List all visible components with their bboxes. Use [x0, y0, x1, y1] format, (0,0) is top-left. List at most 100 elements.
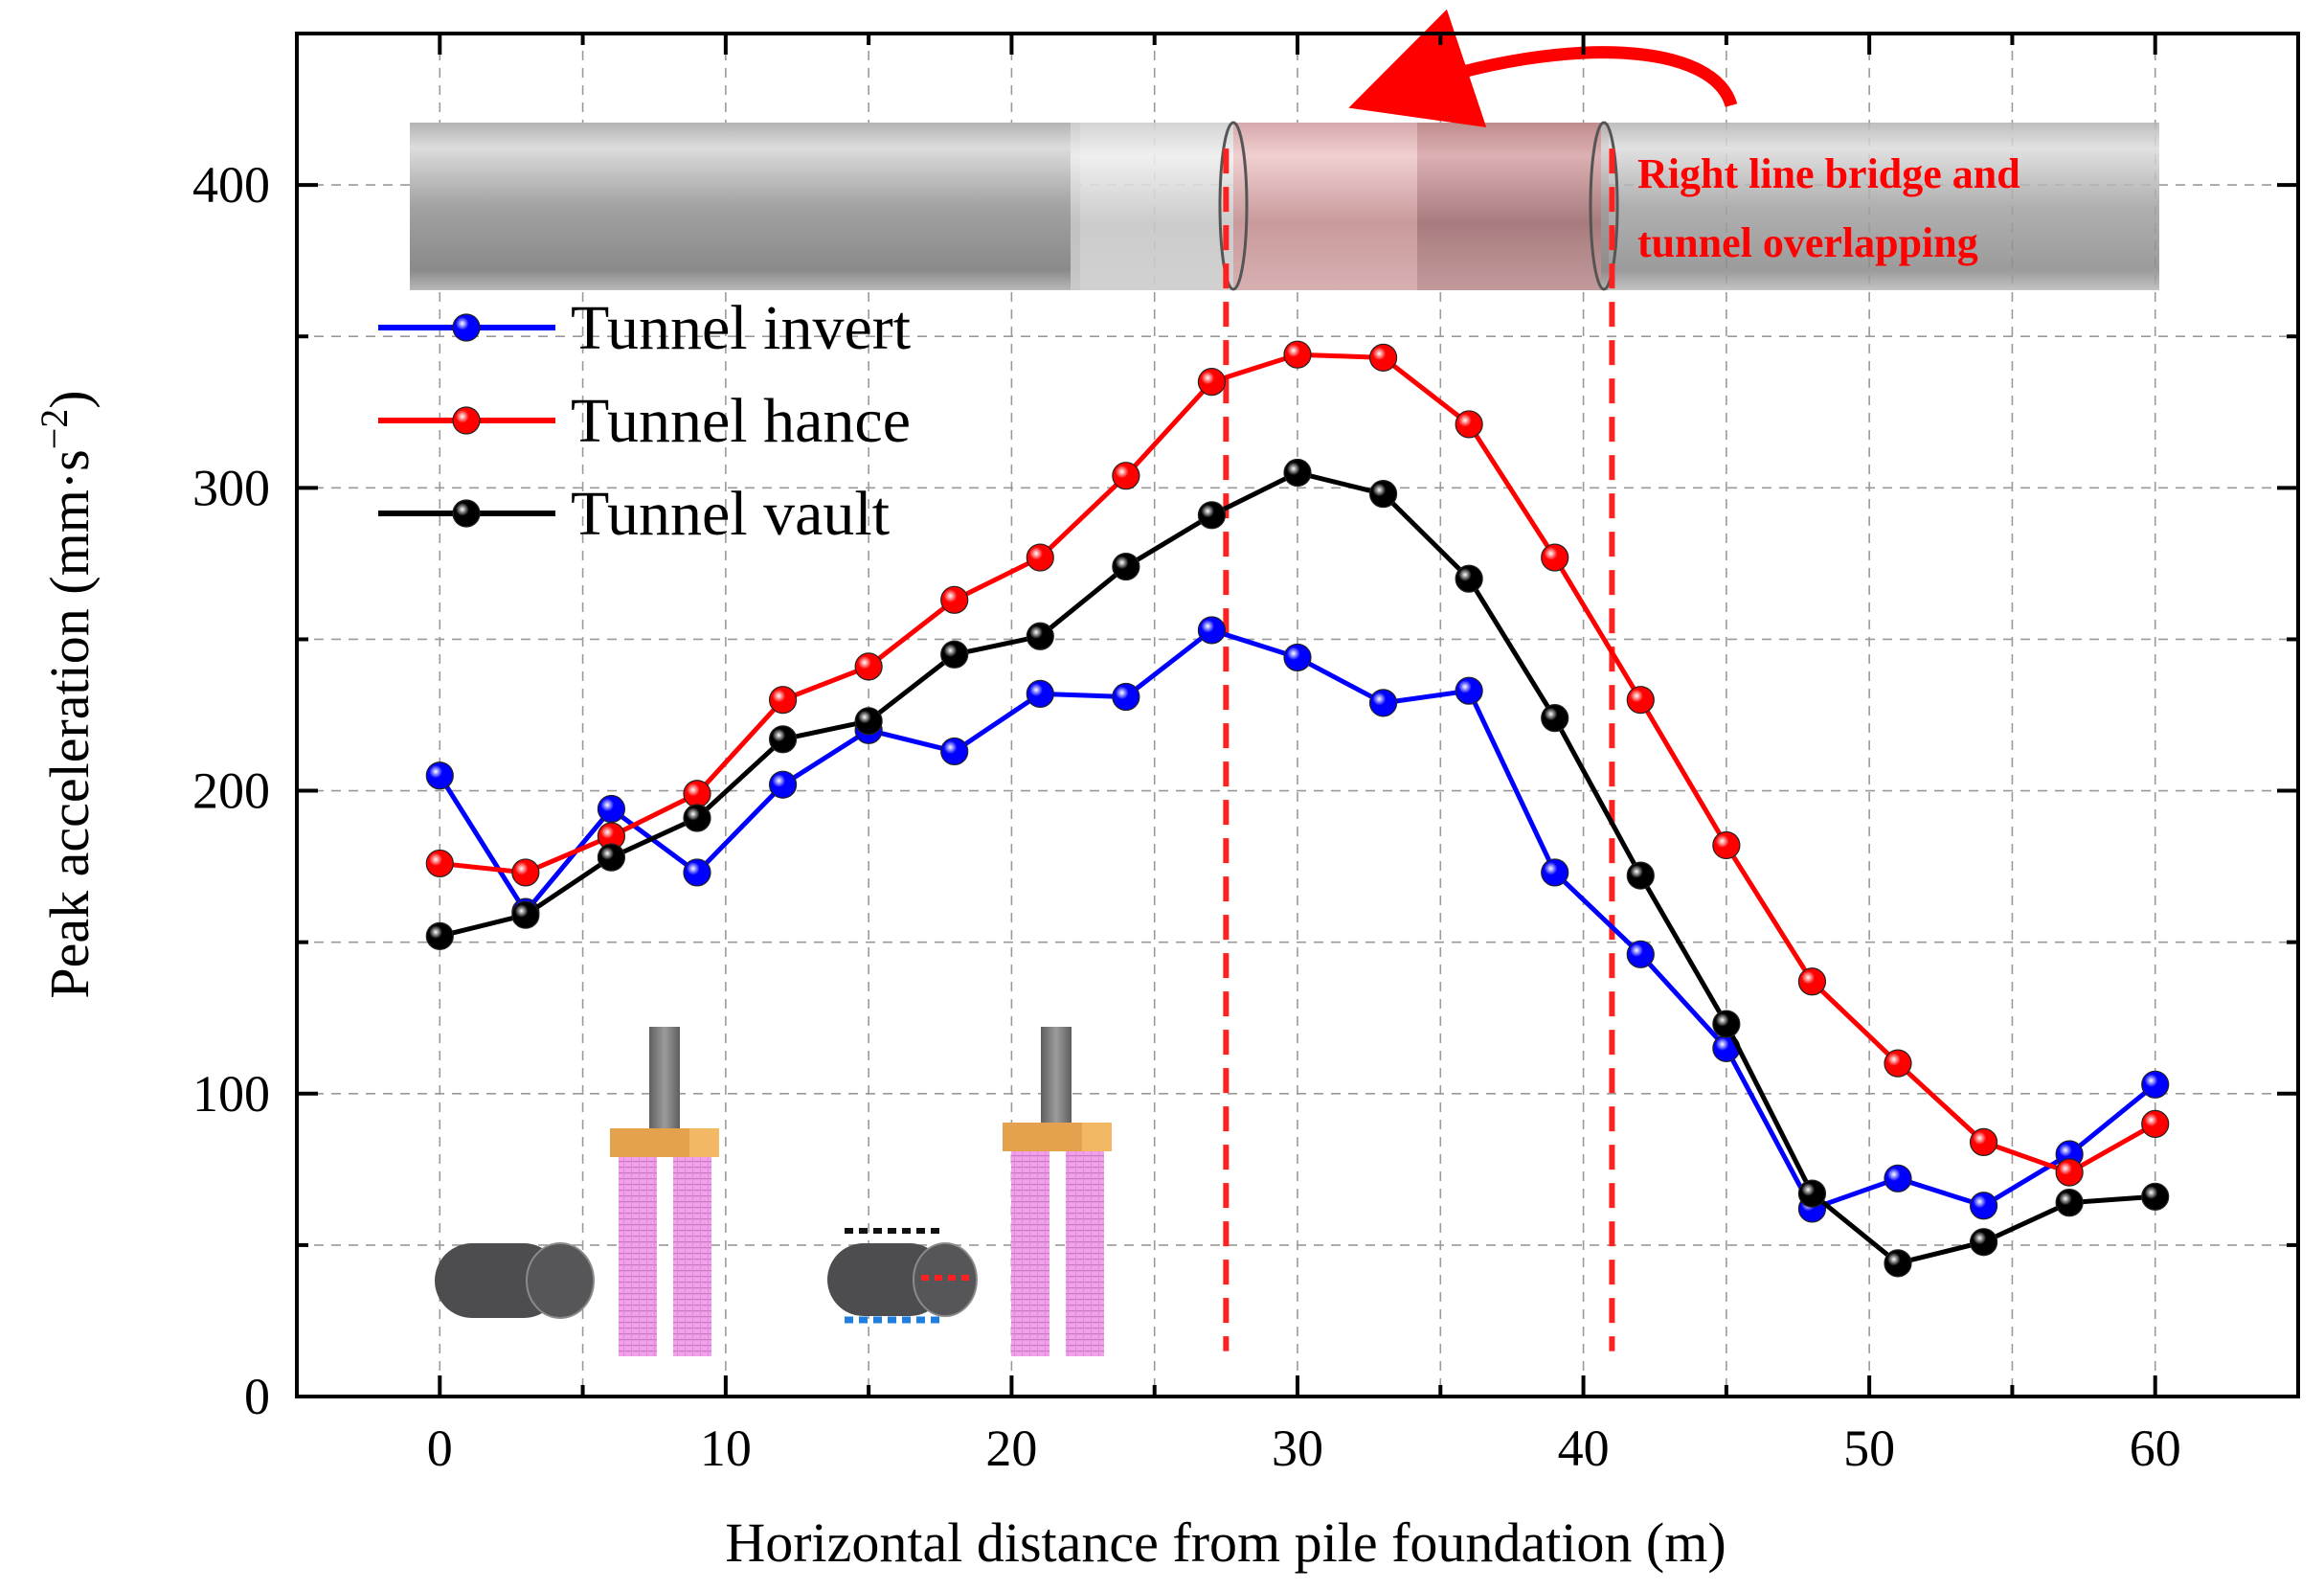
data-point [597, 843, 626, 872]
data-point [854, 652, 883, 681]
data-point [1626, 940, 1655, 968]
monitored-tunnel-icon [827, 1228, 978, 1324]
data-series [425, 340, 2170, 1278]
data-point [940, 585, 969, 614]
data-point [1626, 861, 1655, 890]
data-point [1368, 689, 1398, 717]
x-tick-label: 40 [1558, 1420, 1610, 1477]
tunnel-tube-left [410, 123, 1080, 290]
overlap-zone [1233, 123, 1425, 290]
rotation-arrow-icon [1348, 9, 1738, 127]
data-point [425, 849, 454, 878]
data-point [683, 780, 711, 808]
legend-label: Tunnel hance [571, 386, 911, 456]
data-point [425, 921, 454, 950]
x-tick-label: 60 [2130, 1420, 2181, 1477]
y-tick-label: 400 [192, 156, 270, 214]
data-point [1283, 340, 1312, 369]
data-point [425, 761, 454, 790]
data-point [2141, 1109, 2170, 1139]
data-point [1712, 1010, 1741, 1038]
overlap-zone-dark [1417, 123, 1609, 290]
data-point [2055, 1189, 2084, 1217]
overlap-annotation-line2: tunnel overlapping [1637, 219, 1978, 266]
data-point [768, 725, 798, 754]
data-point [1026, 622, 1054, 650]
tunnel-illustration: Right line bridge and tunnel overlapping [410, 9, 2159, 291]
data-point [1797, 1179, 1827, 1208]
data-point [597, 794, 626, 824]
data-point [1112, 462, 1140, 490]
legend-swatch-marker [452, 313, 481, 342]
data-point [940, 737, 969, 766]
data-point [1283, 458, 1312, 488]
data-point [1541, 858, 1569, 887]
data-point [1541, 704, 1569, 733]
series-tunnel-invert [425, 616, 2170, 1223]
legend-item: Tunnel invert [378, 293, 911, 363]
tick-labels: 0 10 20 30 40 50 60 0 100 200 300 400 [192, 156, 2181, 1477]
data-point [1884, 1249, 1912, 1278]
x-tick-label: 10 [700, 1420, 752, 1477]
tunnel-ring-left [1218, 121, 1249, 291]
data-point [1368, 343, 1398, 372]
y-tick-label: 200 [192, 762, 270, 820]
pile-group-icon [1003, 1027, 1112, 1356]
data-point [683, 858, 711, 887]
data-point [2141, 1182, 2170, 1211]
legend-swatch-marker [452, 499, 481, 528]
data-point [768, 770, 798, 799]
tunnel-icon [435, 1242, 595, 1319]
overlap-annotation-line1: Right line bridge and [1637, 150, 2020, 197]
data-point [1712, 830, 1741, 860]
legend-item: Tunnel hance [378, 386, 911, 456]
data-point [2141, 1070, 2170, 1099]
data-point [1197, 616, 1227, 645]
data-point [511, 858, 540, 887]
data-point [1455, 676, 1483, 705]
data-point [1197, 368, 1227, 397]
legend-label: Tunnel invert [571, 293, 911, 363]
y-tick-label: 100 [192, 1065, 270, 1123]
y-axis-title: Peak acceleration (mm·s−2) [33, 390, 101, 998]
data-point [511, 900, 540, 929]
data-point [768, 686, 798, 715]
series-tunnel-vault [425, 458, 2170, 1278]
data-point [1283, 643, 1312, 672]
y-tick-label: 300 [192, 459, 270, 516]
tunnel-ring-right [1589, 121, 1619, 291]
x-tick-label: 50 [1843, 1420, 1895, 1477]
x-axis-title: Horizontal distance from pile foundation… [725, 1511, 1726, 1574]
reference-lines [1223, 148, 1615, 1352]
x-tick-label: 20 [985, 1420, 1037, 1477]
data-point [1541, 543, 1569, 572]
y-axis-title-sup: −2 [33, 409, 76, 450]
data-point [1197, 501, 1227, 530]
tunnel-tube-right [1601, 123, 2159, 290]
data-point [854, 707, 883, 736]
legend-swatch-marker [452, 406, 481, 435]
data-point [1969, 1192, 1998, 1220]
data-point [1455, 564, 1483, 593]
tunnel-tube-mid [1071, 123, 1243, 290]
data-point [1884, 1049, 1912, 1078]
legend-label: Tunnel vault [571, 479, 890, 549]
y-axis-title-main: Peak acceleration (mm·s [38, 449, 101, 998]
data-point [1026, 679, 1054, 708]
data-point [1969, 1228, 1998, 1257]
structure-icons [435, 1027, 1112, 1356]
data-point [1112, 552, 1140, 581]
x-tick-label: 0 [427, 1420, 453, 1477]
x-tick-label: 30 [1272, 1420, 1323, 1477]
data-point [2055, 1158, 2084, 1187]
data-point [1797, 967, 1827, 996]
data-point [1969, 1127, 1998, 1156]
axes [295, 32, 2300, 1398]
y-tick-label: 0 [244, 1368, 270, 1425]
data-point [1455, 410, 1483, 439]
y-axis-title-end: ) [38, 390, 101, 408]
legend-item: Tunnel vault [378, 479, 890, 549]
series-tunnel-hance [425, 340, 2170, 1187]
data-point [940, 640, 969, 669]
